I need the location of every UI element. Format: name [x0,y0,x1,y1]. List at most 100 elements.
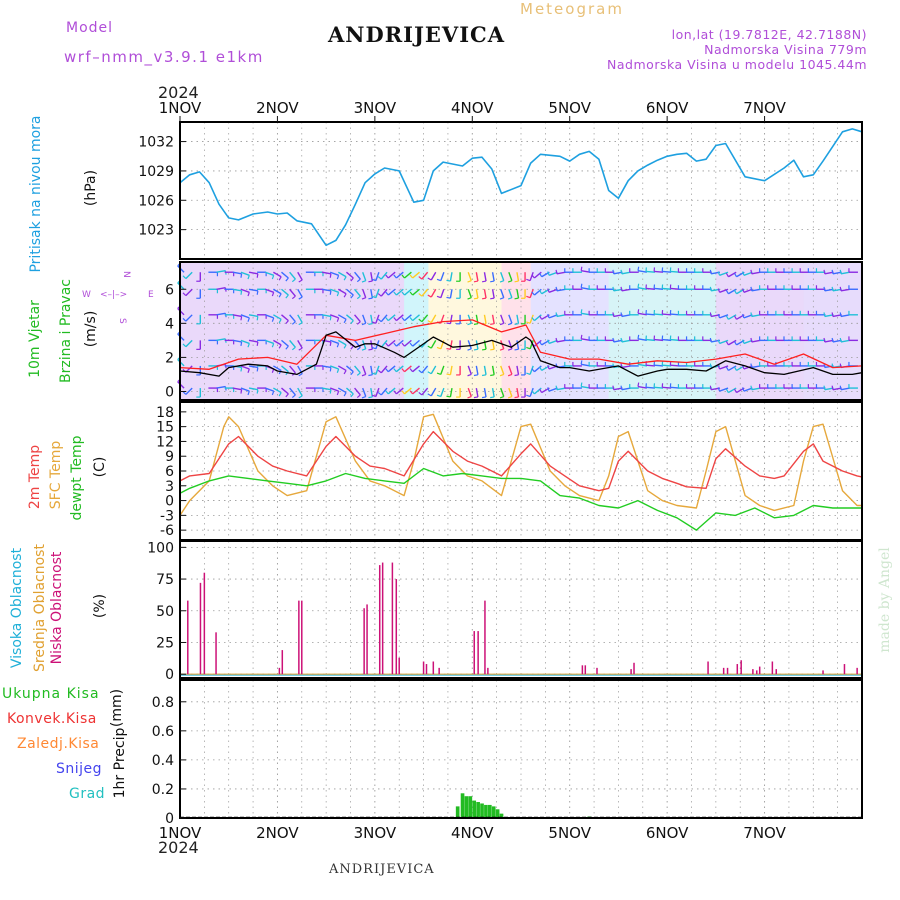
wind-barb-flag [285,320,289,325]
wind-barb-flag [547,313,550,319]
wind-barb [232,271,242,275]
wind-barb-flag [725,388,729,393]
wind-barb [449,289,453,299]
wind-barb [362,365,367,375]
wind-barb-flag [742,339,745,344]
wind-barb-flag [839,337,842,343]
day-label-bottom: 6NOV [646,824,689,842]
product-title: Meteogram [520,0,624,18]
wind-barb-flag [531,291,535,296]
wind-barb-flag [343,370,347,375]
wind-barb [529,340,534,350]
wind-barb-flag [514,348,519,351]
wind-barb [645,270,656,273]
day-label-bottom: 7NOV [743,824,786,842]
wind-barb-flag [526,346,531,350]
wind-barb-flag [531,390,535,395]
wind-barb-flag [343,276,347,281]
wind-barb [248,365,258,369]
wind-barb [556,288,566,292]
wind-barb [248,271,258,275]
wind-barb-flag [256,367,259,372]
wind-barb [645,364,656,367]
wind-barb-flag [271,275,275,280]
wind-barb-flag [473,396,479,399]
ytick-label: -6 [160,523,174,539]
day-label-bottom: 2NOV [256,824,299,842]
wind-barb-flag [427,371,432,375]
wind-barb-flag [481,374,487,377]
wind-barb [232,387,242,391]
wind-barb [265,314,274,319]
ytick-label: 6 [165,282,174,298]
wind-barb [289,271,296,280]
wind-barb-flag [507,348,513,351]
wind-barb-flag [271,317,275,322]
wind-barb-flag [467,373,472,377]
wind-barb-flag [531,368,535,373]
wind-barb [281,271,289,279]
wind-barb [395,271,404,279]
wind-barb-flag [368,297,373,300]
wind-barb [751,339,761,343]
wind-barb-flag [831,269,834,274]
wind-barb [430,340,437,349]
wind-barb [556,271,566,275]
wind-barb [265,339,274,345]
wind-barb [662,270,672,273]
wind-barb-flag [823,286,826,291]
wind-barb [430,387,437,397]
footer-station: ANDRIJEVICA [329,862,435,877]
wind-barb-flag [377,369,382,374]
wind-barb [273,271,282,278]
ytick-label: 0 [165,811,174,827]
data-series [179,128,863,819]
wind-barb [273,339,282,346]
wind-barb-flag [240,367,243,372]
wind-barb [337,314,347,320]
wind-barb-flag [377,276,382,280]
ytick-label: 12 [156,434,174,450]
wind-barb [491,289,495,299]
wind-barb [265,387,274,392]
wind-barb [240,271,250,276]
wind-barb [404,271,412,279]
wind-barb [248,288,258,292]
wind-barb-flag [361,297,366,300]
wind-barb [645,338,656,342]
wind-barb [662,386,672,389]
wind-barb-flag [368,348,373,351]
wind-barb-flag [831,385,834,390]
wind-barb [556,314,566,318]
wind-barb-flag [490,297,495,300]
ytick-label: 0 [165,494,174,510]
wind-barb [321,288,332,292]
legend-freezing-rain: Zaledj.Kisa [17,736,100,752]
wind-barb-flag [612,286,615,291]
wind-barb-flag [580,382,583,387]
wind-barb [654,338,664,342]
wind-barb [529,365,534,375]
dewpoint-line [179,467,862,531]
wind-barb [719,314,729,319]
wind-barb-flag [291,321,296,325]
wind-barb [500,387,505,397]
elevation-label: Nadmorska Visina 779m [704,42,867,57]
wind-barb-flag [446,395,451,398]
legend-graupel: Grad [69,786,106,802]
wind-band [530,262,609,400]
wind-barb-flag [839,312,842,317]
wind-barb [516,387,520,398]
wind-barb-flag [343,392,347,397]
wind-barb-flag [555,269,558,274]
wind-barb-flag [329,341,332,346]
wind-barb-flag [291,346,296,351]
wind-barb [354,387,361,396]
ytick-label: 18 [156,405,174,421]
ytick-label: 2 [165,350,174,366]
wind-barb [637,287,647,290]
wind-barb [430,314,437,323]
wind-barb-flag [401,368,405,373]
wind-barb [483,289,487,299]
wind-barb [449,387,453,398]
